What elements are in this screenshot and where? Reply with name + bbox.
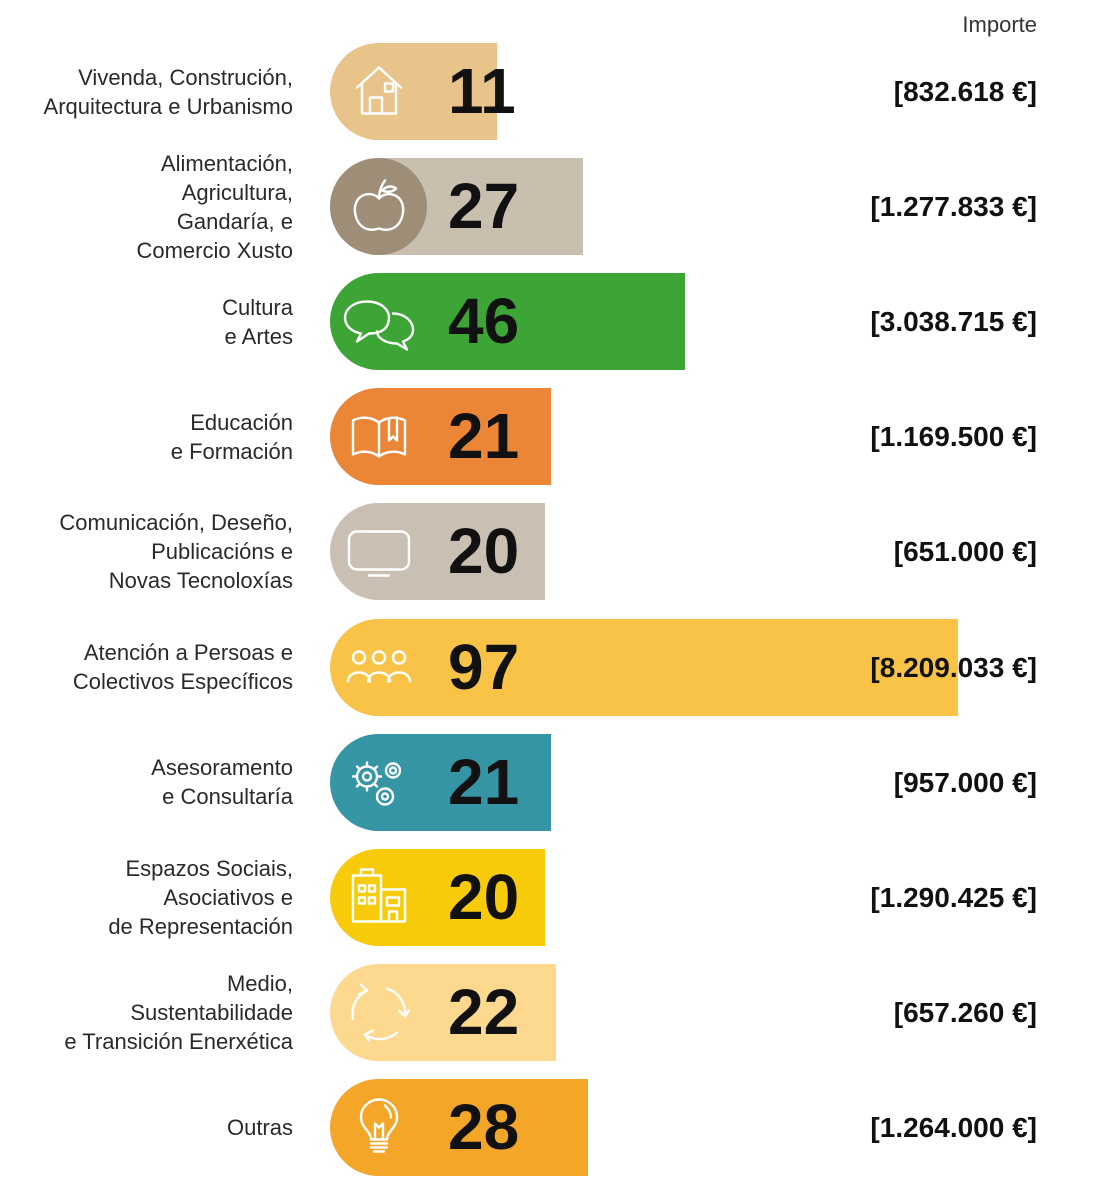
category-label: Espazos Sociais, Asociativos e de Repres… [108, 855, 293, 939]
category-label: Alimentación, Agricultura, Gandaría, e C… [136, 150, 293, 263]
amount-label: [957.000 €] [893, 766, 1037, 798]
bar [330, 1078, 589, 1176]
category-label: Educación e Formación [170, 409, 293, 464]
amount-label: [8.209.033 €] [870, 651, 1037, 683]
bar [330, 618, 958, 716]
category-label: Cultura e Artes [222, 294, 293, 349]
bar [330, 43, 497, 140]
bar-count-label: 20 [448, 515, 520, 588]
gears-icon [334, 734, 424, 831]
category-label: Atención a Persoas e Colectivos Específi… [72, 640, 293, 694]
amount-label: [1.290.425 €] [870, 881, 1037, 913]
bar-count-label: 97 [448, 630, 520, 703]
category-label: Comunicación, Deseño, Publicacións e Nov… [59, 510, 293, 594]
buildings-icon [334, 849, 424, 946]
lightbulb-icon [334, 1079, 424, 1176]
icon-circle [330, 158, 427, 256]
bar-count-label: 46 [448, 285, 520, 358]
apple-icon [334, 158, 424, 255]
bar-count-label: 21 [448, 745, 520, 818]
people-icon [334, 619, 424, 716]
category-label: Outras [226, 1114, 293, 1140]
bar-count-label: 27 [448, 170, 520, 243]
amount-column-header: Importe [962, 12, 1037, 37]
category-label: Medio, Sustentabilidade e Transición Ene… [64, 970, 293, 1054]
book-icon [334, 388, 424, 485]
bar-count-label: 28 [448, 1090, 520, 1163]
category-label: Vivenda, Construción, Arquitectura e Urb… [43, 64, 293, 119]
bar [330, 733, 551, 831]
speech-bubbles-icon [334, 273, 424, 370]
bar [330, 503, 546, 601]
amount-label: [3.038.715 €] [870, 306, 1037, 338]
category-label: Asesoramento e Consultaría [151, 755, 293, 810]
recycle-icon [334, 964, 424, 1061]
amount-label: [651.000 €] [893, 536, 1037, 568]
amount-label: [1.264.000 €] [870, 1111, 1037, 1143]
bar-count-label: 20 [448, 860, 520, 933]
amount-label: [1.277.833 €] [870, 191, 1037, 223]
bar-count-label: 22 [448, 975, 520, 1048]
monitor-icon [334, 503, 424, 600]
house-icon [334, 43, 424, 140]
amount-label: [832.618 €] [893, 76, 1037, 107]
bar-count-label: 21 [448, 400, 520, 473]
amount-label: [657.260 €] [893, 996, 1037, 1028]
bar-count-label: 11 [448, 55, 516, 127]
bar [330, 388, 551, 486]
bar [330, 963, 556, 1061]
amount-label: [1.169.500 €] [870, 421, 1037, 453]
